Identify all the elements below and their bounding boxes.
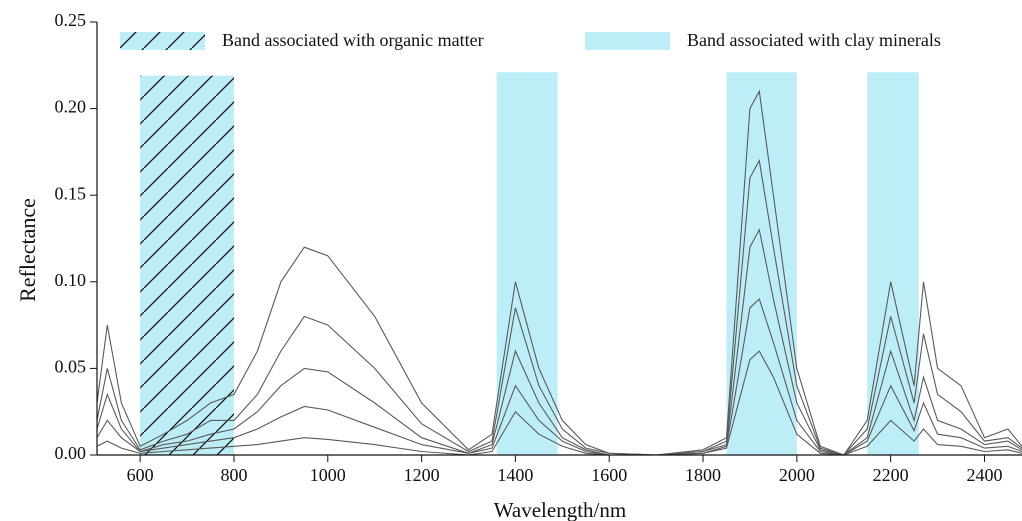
spectrum-line [96, 298, 1022, 456]
axes: 0.00 0.05 0.10 0.15 0.20 0.25 600 800 1000 1200 14… [55, 10, 1022, 485]
legend-swatch-hatch [120, 32, 205, 50]
legend-label: Band associated with organic matter [222, 30, 484, 50]
x-tick-label: 2400 [966, 465, 1002, 485]
spectrum-line [96, 228, 1022, 456]
band [496, 72, 558, 455]
y-tick-label: 0.20 [55, 97, 87, 117]
y-tick-label: 0.15 [55, 183, 87, 203]
lines [96, 89, 1022, 456]
x-tick-label: 2000 [779, 465, 815, 485]
x-tick-label: 1200 [404, 465, 440, 485]
x-tick-label: 1400 [497, 465, 533, 485]
x-tick-label: 1800 [685, 465, 721, 485]
bands [140, 72, 919, 455]
spectrum-line [96, 89, 1022, 456]
spectrum-line [96, 158, 1022, 456]
band [867, 72, 919, 455]
legend-label: Band associated with clay minerals [687, 30, 941, 50]
legend-swatch [585, 32, 670, 50]
x-tick-label: 1000 [310, 465, 346, 485]
y-tick-label: 0.05 [55, 357, 87, 377]
spectrum-line [96, 350, 1022, 456]
x-tick-label: 2200 [873, 465, 909, 485]
x-tick-label: 600 [127, 465, 154, 485]
band-hatch [140, 75, 234, 455]
x-tick-label: 800 [220, 465, 247, 485]
y-tick-label: 0.10 [55, 270, 87, 290]
y-tick-label: 0.00 [55, 443, 87, 463]
y-axis-title: Reflectance [15, 198, 40, 302]
x-tick-label: 1600 [591, 465, 627, 485]
band [726, 72, 797, 455]
y-tick-label: 0.25 [55, 10, 87, 30]
x-axis-title: Wavelength/nm [494, 498, 626, 521]
